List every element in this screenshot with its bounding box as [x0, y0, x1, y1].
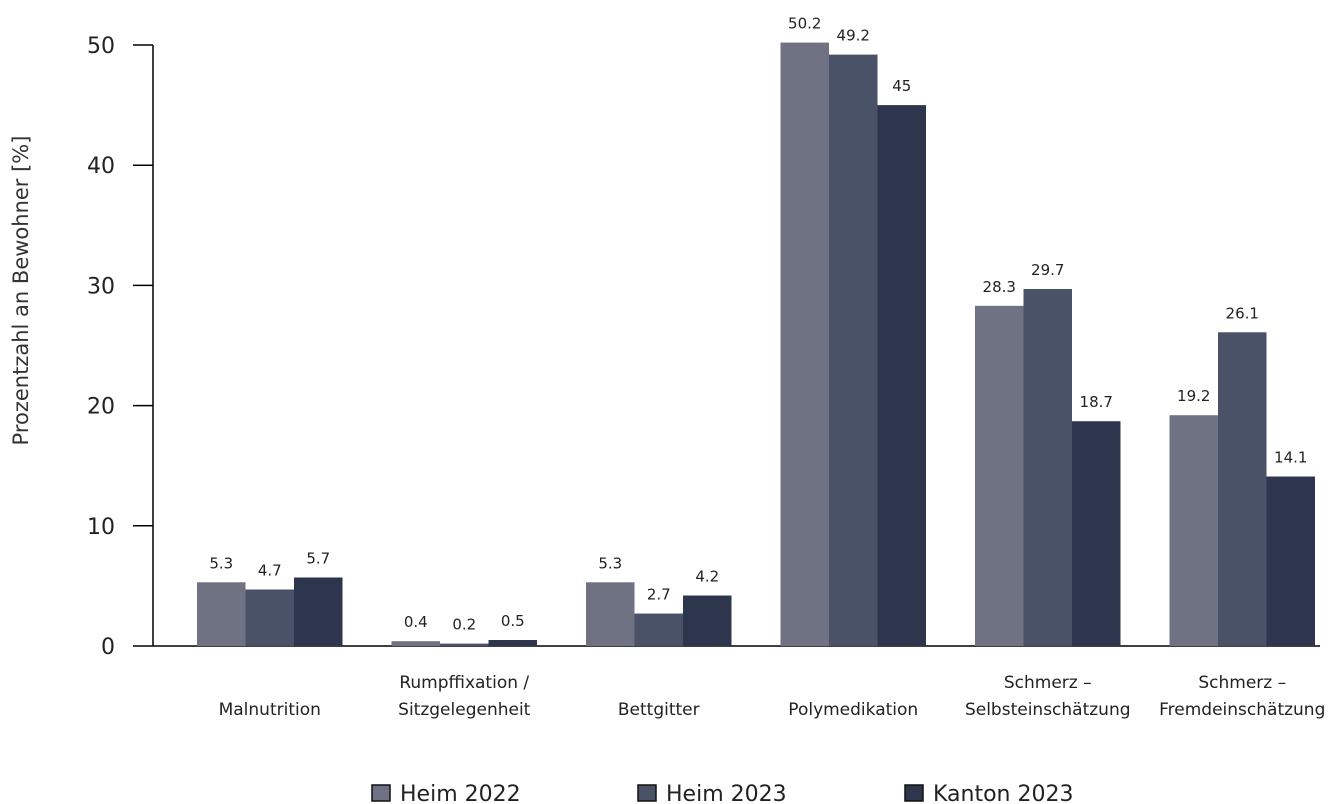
data-label: 49.2: [837, 27, 870, 45]
y-tick-label: 10: [87, 515, 115, 540]
data-labels: 5.3 4.7 5.7 0.4 0.2 0.5 5.3 2.7 4.2 50.2 49.2 45 28.…: [209, 15, 1307, 634]
x-tick-label: Polymedikation: [788, 700, 918, 720]
data-label: 14.1: [1274, 449, 1307, 467]
category-labels: Malnutrition Rumpffixation / Sitzgelegenhe…: [219, 673, 1326, 720]
y-tick-label: 0: [101, 635, 115, 660]
bar-heim-2023: [1218, 332, 1267, 646]
bar-heim-2022: [1169, 415, 1218, 646]
data-label: 28.3: [983, 278, 1016, 296]
y-tick-label: 20: [87, 395, 115, 420]
bar-kanton-2023: [294, 577, 343, 646]
bar-heim-2023: [829, 54, 878, 646]
y-tick-label: 30: [87, 274, 115, 299]
x-tick-label: Selbsteinschätzung: [965, 700, 1131, 720]
legend: Heim 2022 Heim 2023 Kanton 2023: [371, 782, 1073, 804]
bar-heim-2023: [634, 613, 683, 646]
data-label: 5.3: [209, 554, 233, 572]
bar-heim-2022: [391, 641, 440, 646]
x-tick-label: Bettgitter: [618, 700, 700, 720]
x-tick-label: Sitzgelegenheit: [398, 700, 531, 720]
bar-kanton-2023: [1266, 476, 1315, 646]
data-label: 45: [892, 77, 911, 95]
legend-swatch: [637, 784, 657, 802]
x-tick-label: Fremdeinschätzung: [1159, 700, 1325, 720]
legend-label: Kanton 2023: [933, 782, 1073, 804]
bar-heim-2023: [245, 589, 294, 646]
bar-heim-2023: [1023, 289, 1072, 646]
legend-label: Heim 2022: [400, 782, 521, 804]
x-tick-label: Rumpffixation /: [399, 673, 529, 693]
data-label: 4.2: [695, 568, 719, 586]
legend-swatch: [904, 784, 924, 802]
y-axis-label: Prozentzahl an Bewohner [%]: [9, 136, 33, 446]
bar-kanton-2023: [877, 105, 926, 647]
bars: [197, 42, 1315, 647]
data-label: 5.7: [306, 549, 330, 567]
x-tick-label: Schmerz –: [1198, 673, 1286, 693]
data-label: 19.2: [1177, 387, 1210, 405]
legend-swatch: [371, 784, 391, 802]
bar-heim-2022: [780, 42, 829, 646]
x-tick-label: Malnutrition: [219, 700, 321, 720]
x-tick-label: Schmerz –: [1004, 673, 1092, 693]
data-label: 0.5: [501, 612, 525, 630]
bar-heim-2022: [197, 582, 246, 646]
data-label: 5.3: [598, 554, 622, 572]
bar-heim-2022: [975, 305, 1024, 646]
bar-kanton-2023: [488, 639, 537, 646]
data-label: 0.4: [404, 613, 428, 631]
data-label: 50.2: [788, 15, 821, 33]
bar-heim-2022: [586, 582, 635, 646]
y-tick-label: 40: [87, 154, 115, 179]
data-label: 26.1: [1226, 304, 1259, 322]
bar-heim-2023: [440, 643, 489, 646]
data-label: 2.7: [647, 586, 671, 604]
data-label: 0.2: [452, 616, 476, 634]
bar-kanton-2023: [683, 595, 732, 646]
y-tick-label: 50: [87, 34, 115, 59]
data-label: 4.7: [258, 562, 282, 580]
data-label: 29.7: [1031, 261, 1064, 279]
bar-kanton-2023: [1072, 421, 1121, 646]
data-label: 18.7: [1080, 393, 1113, 411]
legend-label: Heim 2023: [666, 782, 787, 804]
axes: 0 10 20 30 40 50 Prozentzahl an Bewohner [%]: [9, 34, 1320, 660]
